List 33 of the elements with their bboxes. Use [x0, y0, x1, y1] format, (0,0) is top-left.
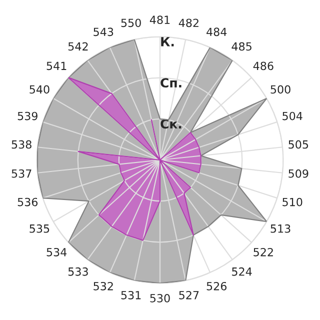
spoke-label: 534	[46, 248, 67, 256]
spoke-label: 532	[94, 282, 113, 290]
spoke-label: 513	[270, 224, 290, 233]
spoke-label: 504	[282, 112, 302, 120]
spoke-label: 510	[282, 198, 302, 206]
spoke-label: 524	[232, 267, 252, 276]
spoke-label: 538	[12, 140, 32, 149]
y-tick-label: К.	[161, 37, 174, 46]
spoke-label: 522	[254, 248, 273, 256]
spoke-label: 527	[179, 290, 199, 300]
spoke-label: 481	[150, 16, 170, 24]
spoke-label: 486	[253, 62, 274, 70]
spoke-label: 536	[18, 198, 38, 206]
spoke-label: 543	[94, 28, 114, 36]
spoke-label: 539	[18, 112, 38, 120]
spoke-label: 533	[68, 267, 88, 276]
spoke-label: 526	[206, 282, 227, 290]
spoke-label: 540	[30, 85, 50, 94]
spoke-label: 550	[121, 18, 141, 28]
spoke-label: 500	[270, 85, 290, 94]
spoke-label: 505	[288, 140, 308, 149]
y-tick-label: Сп.	[160, 78, 182, 88]
spoke-label: 542	[68, 42, 88, 51]
y-tick-label: Ск.	[160, 119, 182, 129]
spoke-label: 485	[232, 42, 252, 51]
spoke-label: 509	[288, 169, 308, 178]
spoke-label: 482	[178, 18, 198, 28]
spoke-label: 531	[121, 290, 141, 300]
spoke-label: 530	[150, 294, 170, 302]
spoke-label: 535	[30, 224, 50, 233]
spoke-label: 541	[46, 62, 66, 70]
spoke-label: 537	[12, 169, 32, 178]
spoke-label: 484	[206, 28, 227, 36]
